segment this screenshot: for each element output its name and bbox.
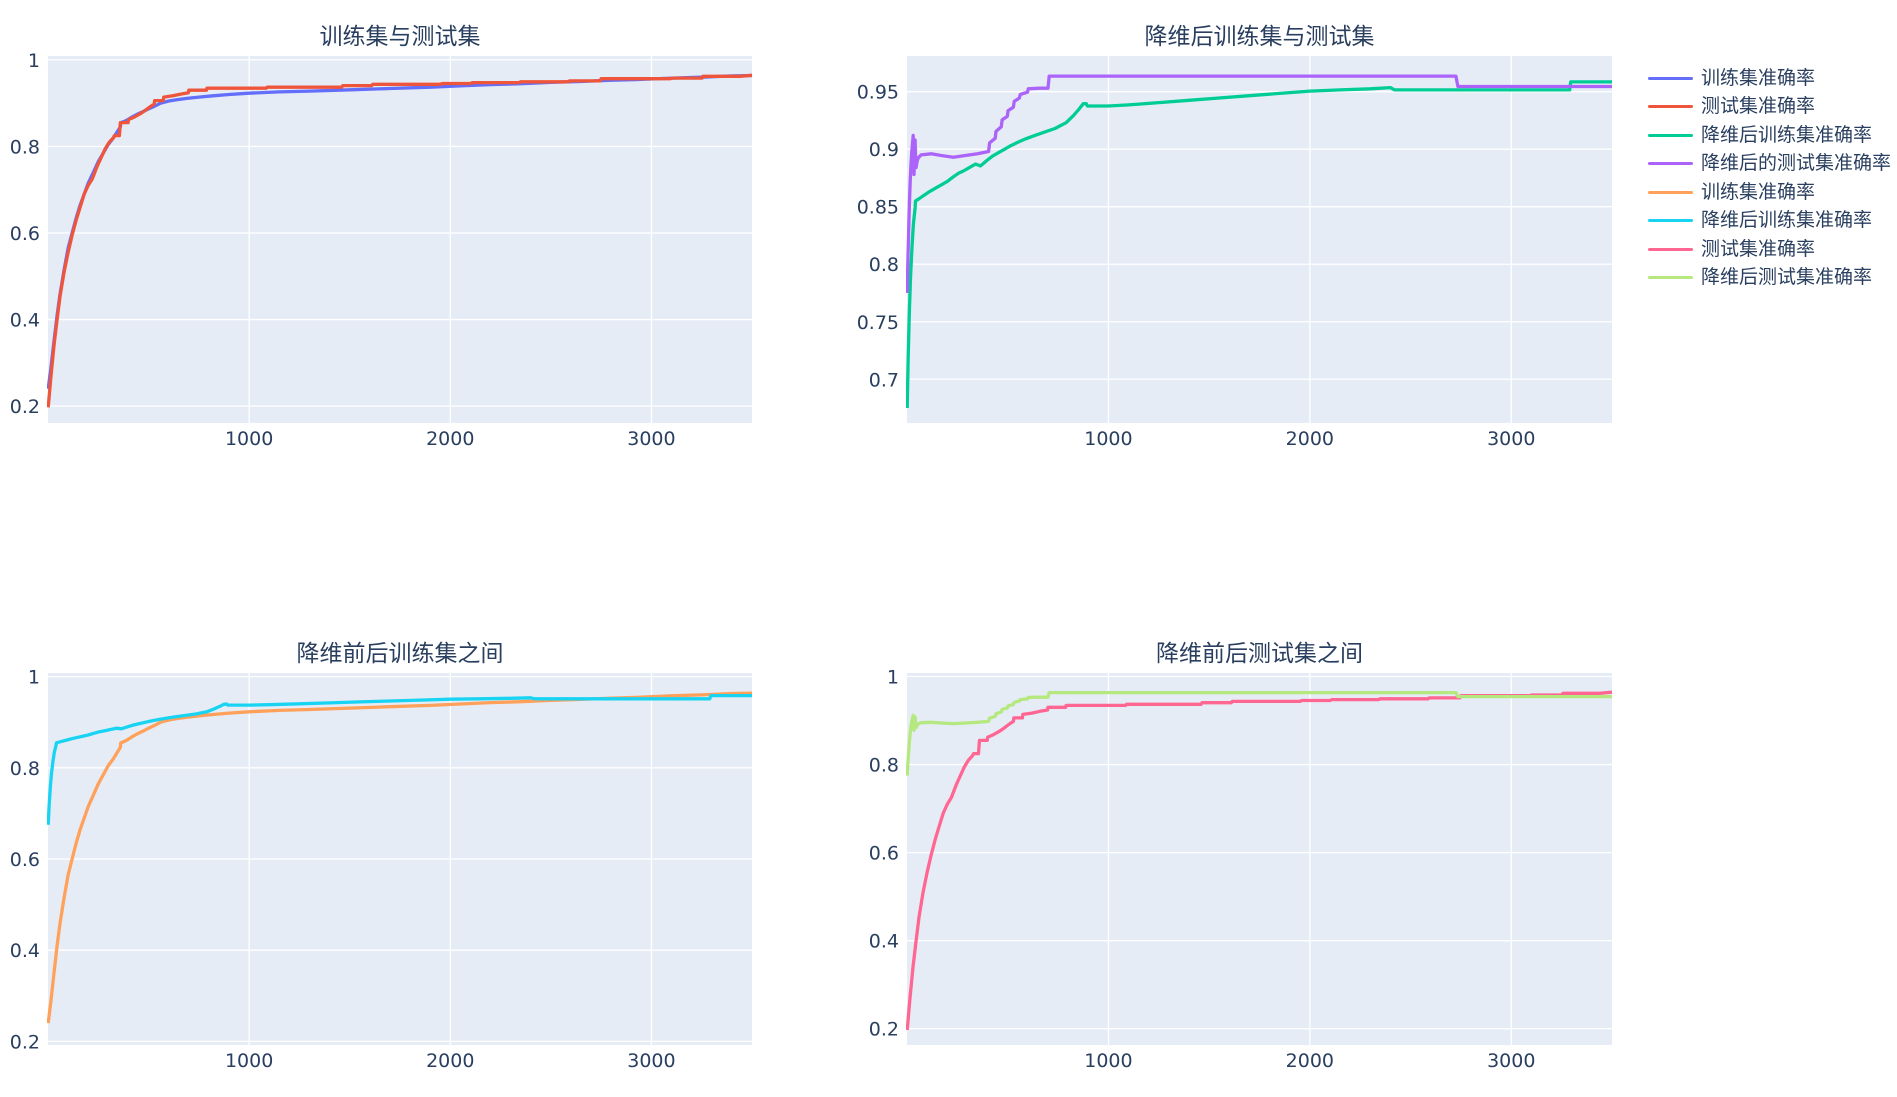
- x-tick-label: 1000: [1084, 428, 1132, 450]
- subplot-pca-train-vs-test: 1000 2000 3000 0.7 0.75 0.8 0.85 0.9 0.95 降维后训练集与…: [857, 24, 1612, 450]
- y-tick-label: 0.95: [857, 82, 899, 104]
- y-tick-label: 1: [887, 667, 899, 689]
- legend-line-swatch: [1648, 162, 1693, 166]
- y-tick-label: 0.85: [857, 197, 899, 219]
- legend-line-swatch: [1648, 219, 1693, 223]
- legend-item-test-acc-2[interactable]: 测试集准确率: [1648, 235, 1891, 264]
- y-tick-label: 1: [28, 667, 40, 689]
- y-tick-label: 0.6: [10, 223, 40, 245]
- legend-item-pca-test-acc[interactable]: 降维后的测试集准确率: [1648, 150, 1891, 179]
- legend-item-pca-test-acc-2[interactable]: 降维后测试集准确率: [1648, 264, 1891, 293]
- trace-line-train: [47, 691, 753, 1024]
- legend-item-train-acc-2[interactable]: 训练集准确率: [1648, 178, 1891, 207]
- y-tick-label: 0.8: [869, 254, 899, 276]
- y-tick-label: 0.4: [10, 310, 40, 332]
- legend-label: 训练集准确率: [1701, 66, 1816, 89]
- y-tick-label: 0.8: [10, 758, 40, 780]
- chart-title: 降维后训练集与测试集: [1145, 24, 1375, 50]
- legend-item-train-acc[interactable]: 训练集准确率: [1648, 64, 1891, 93]
- x-tick-label: 3000: [1487, 1050, 1535, 1072]
- y-tick-label: 0.4: [869, 931, 899, 953]
- subplot-test-before-after-pca: 1000 2000 3000 0.2 0.4 0.6 0.8 1 降维前后测试集之间: [869, 641, 1613, 1072]
- legend-item-test-acc[interactable]: 测试集准确率: [1648, 93, 1891, 122]
- legend-item-pca-train-acc-2[interactable]: 降维后训练集准确率: [1648, 207, 1891, 236]
- traces-group: [906, 74, 1612, 409]
- x-tick-label: 1000: [1084, 1050, 1132, 1072]
- y-tick-label: 0.2: [10, 1031, 40, 1053]
- trace-line-test_pca: [906, 690, 1612, 776]
- x-tick-label: 2000: [426, 1050, 474, 1072]
- y-tick-label: 0.2: [10, 396, 40, 418]
- y-tick-label: 0.7: [869, 369, 899, 391]
- legend-line-swatch: [1648, 105, 1693, 109]
- x-tick-label: 1000: [225, 1050, 273, 1072]
- chart-title: 降维前后训练集之间: [297, 641, 504, 667]
- x-tick-label: 2000: [1286, 428, 1334, 450]
- legend-line-swatch: [1648, 247, 1693, 251]
- y-tick-label: 0.8: [869, 755, 899, 777]
- trace-line-train_pca: [906, 80, 1612, 409]
- trace-line-test_pca: [906, 74, 1612, 294]
- traces-group: [906, 690, 1613, 1031]
- plot-area[interactable]: [48, 56, 752, 423]
- x-tick-label: 2000: [426, 428, 474, 450]
- x-tick-label: 1000: [225, 428, 273, 450]
- legend-label: 降维后测试集准确率: [1701, 266, 1873, 289]
- legend-label: 测试集准确率: [1701, 237, 1816, 260]
- y-tick-label: 0.4: [10, 940, 40, 962]
- trace-line-train_pca: [47, 693, 752, 825]
- legend: 训练集准确率 测试集准确率 降维后训练集准确率 降维后的测试集准确率 训练集准确…: [1648, 64, 1891, 292]
- legend-line-swatch: [1648, 190, 1693, 194]
- x-tick-label: 3000: [1487, 428, 1535, 450]
- trace-line-test: [47, 73, 753, 408]
- y-tick-label: 0.6: [10, 849, 40, 871]
- y-tick-label: 0.2: [869, 1019, 899, 1041]
- legend-label: 降维后训练集准确率: [1701, 123, 1873, 146]
- subplot-train-before-after-pca: 1000 2000 3000 0.2 0.4 0.6 0.8 1 降维前后训练集之间: [10, 641, 753, 1072]
- chart-title: 训练集与测试集: [320, 24, 481, 50]
- y-tick-label: 0.75: [857, 312, 899, 334]
- legend-label: 降维后的测试集准确率: [1701, 152, 1892, 175]
- legend-line-swatch: [1648, 133, 1693, 137]
- traces-group: [47, 73, 753, 408]
- legend-item-pca-train-acc[interactable]: 降维后训练集准确率: [1648, 121, 1891, 150]
- legend-label: 测试集准确率: [1701, 95, 1816, 118]
- chart-title: 降维前后测试集之间: [1156, 641, 1363, 667]
- legend-line-swatch: [1648, 276, 1693, 280]
- legend-label: 降维后训练集准确率: [1701, 209, 1873, 232]
- traces-group: [47, 691, 753, 1024]
- plot-area[interactable]: [907, 56, 1612, 423]
- y-tick-label: 0.9: [869, 139, 899, 161]
- legend-line-swatch: [1648, 76, 1693, 80]
- y-tick-label: 0.6: [869, 843, 899, 865]
- legend-label: 训练集准确率: [1701, 180, 1816, 203]
- x-tick-label: 2000: [1286, 1050, 1334, 1072]
- y-tick-label: 0.8: [10, 136, 40, 158]
- plot-area[interactable]: [907, 673, 1612, 1045]
- subplot-train-vs-test: 1000 2000 3000 0.2 0.4 0.6 0.8 1 训练集与测试集: [10, 24, 753, 450]
- trace-line-test: [906, 690, 1613, 1031]
- x-tick-label: 3000: [627, 1050, 675, 1072]
- y-tick-label: 1: [28, 50, 40, 72]
- x-tick-label: 3000: [627, 428, 675, 450]
